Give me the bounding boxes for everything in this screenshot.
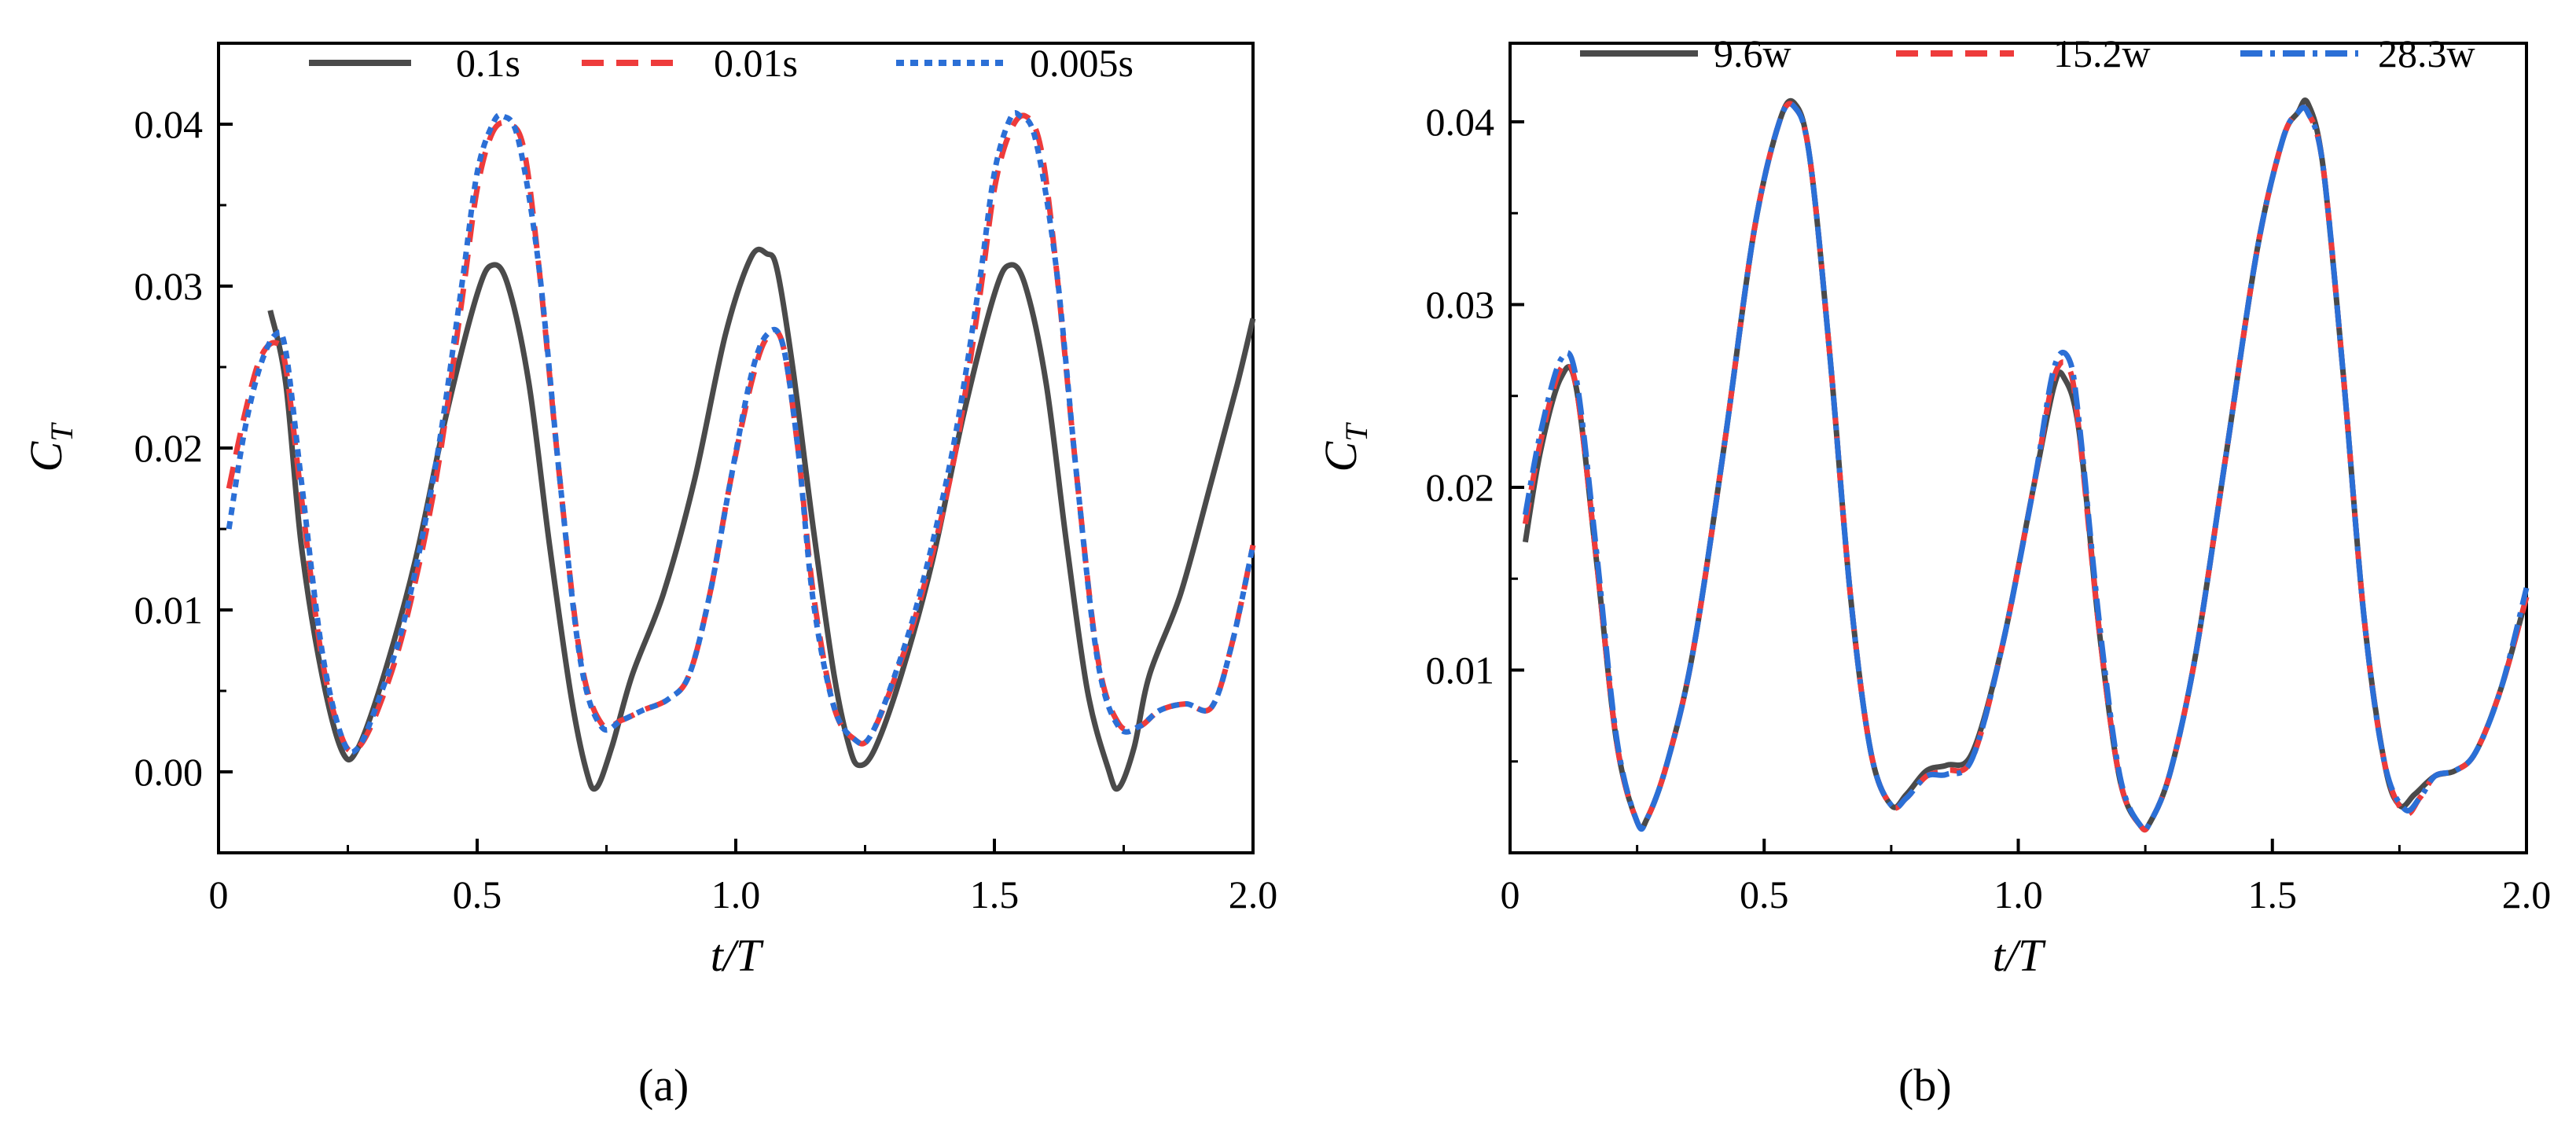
panel-a-y-ticks: 0.00 0.01 0.02 0.03 0.04 — [134, 102, 233, 854]
panel-a-legend: 0.1s 0.01s 0.005s — [309, 41, 1134, 85]
panel-a-label-text: (a) — [638, 1060, 689, 1111]
panel-b-y-tick-label-2: 0.03 — [1426, 282, 1495, 326]
panel-b-label: (b) — [1898, 1060, 1952, 1111]
legend-label-15-2w: 15.2w — [2053, 31, 2151, 75]
panel-a-y-tick-label-3: 0.03 — [134, 264, 204, 308]
panel-b-y-ticks: 0.01 0.02 0.03 0.04 — [1426, 100, 1524, 763]
panel-b-series-line-1 — [1522, 101, 2530, 833]
panel-b-x-tick-label-2: 1.0 — [1994, 872, 2043, 916]
panel-a-x-ticks: 0 0.5 1.0 1.5 2.0 — [209, 839, 1278, 916]
panel-a-series-line-0 — [267, 246, 1256, 792]
panel-b-y-axis-title: CT — [1315, 422, 1374, 472]
panel-b-y-axis-title-main: C — [1315, 440, 1366, 472]
legend-label-9-6w: 9.6w — [1714, 31, 1791, 75]
legend-label-0-005s: 0.005s — [1030, 41, 1134, 85]
panel-b-legend: 9.6w 15.2w 28.3w — [1580, 31, 2475, 75]
legend-label-0-01s: 0.01s — [714, 41, 798, 85]
panel-b-x-tick-label-1: 0.5 — [1740, 872, 1789, 916]
panel-a-x-axis-title: t/T — [711, 930, 764, 981]
panel-b-y-tick-label-3: 0.04 — [1426, 100, 1495, 144]
panel-b-label-text: (b) — [1898, 1060, 1952, 1111]
panel-a-y-tick-label-0: 0.00 — [134, 750, 204, 794]
panel-a-series — [226, 110, 1256, 792]
panel-a-x-tick-label-1: 0.5 — [453, 872, 502, 916]
panel-a-y-axis-title-main: C — [20, 440, 72, 472]
panel-a-y-tick-label-2: 0.02 — [134, 426, 204, 470]
panel-b-y-tick-label-0: 0.01 — [1426, 648, 1495, 692]
panel-a-label: (a) — [638, 1060, 689, 1111]
panel-b-series — [1522, 97, 2530, 833]
panel-a-y-tick-label-4: 0.04 — [134, 102, 204, 146]
panel-b-x-axis-title: t/T — [1993, 930, 2046, 981]
panel-b-x-tick-label-3: 1.5 — [2248, 872, 2298, 916]
panel-b-y-tick-label-1: 0.02 — [1426, 465, 1495, 509]
panel-b-axes-frame — [1508, 42, 2528, 854]
legend-label-28-3w: 28.3w — [2378, 31, 2475, 75]
panel-a-x-tick-label-3: 1.5 — [970, 872, 1020, 916]
panel-a-x-tick-label-0: 0 — [209, 872, 229, 916]
panel-a-series-line-2 — [226, 110, 1256, 755]
panel-b-x-tick-label-4: 2.0 — [2502, 872, 2552, 916]
panel-a-y-axis-title-sub: T — [44, 422, 79, 442]
legend-label-0-1s: 0.1s — [456, 41, 520, 85]
panel-a: 0 0.5 1.0 1.5 2.0 0.00 0.01 0.02 0.03 0.04 t/T C… — [20, 41, 1277, 1111]
panel-b-series-line-2 — [1522, 101, 2530, 833]
panel-b-x-tick-label-0: 0 — [1501, 872, 1520, 916]
panel-a-x-tick-label-4: 2.0 — [1229, 872, 1278, 916]
panel-b-x-ticks: 0 0.5 1.0 1.5 2.0 — [1501, 839, 2552, 916]
panel-a-y-axis-title: CT — [20, 422, 79, 472]
panel-b-y-axis-title-sub: T — [1339, 422, 1374, 442]
panel-b: 0 0.5 1.0 1.5 2.0 0.01 0.02 0.03 0.04 t/T CT 9.… — [1315, 31, 2551, 1111]
panel-a-x-tick-label-2: 1.0 — [711, 872, 761, 916]
panel-a-y-tick-label-1: 0.01 — [134, 588, 204, 632]
